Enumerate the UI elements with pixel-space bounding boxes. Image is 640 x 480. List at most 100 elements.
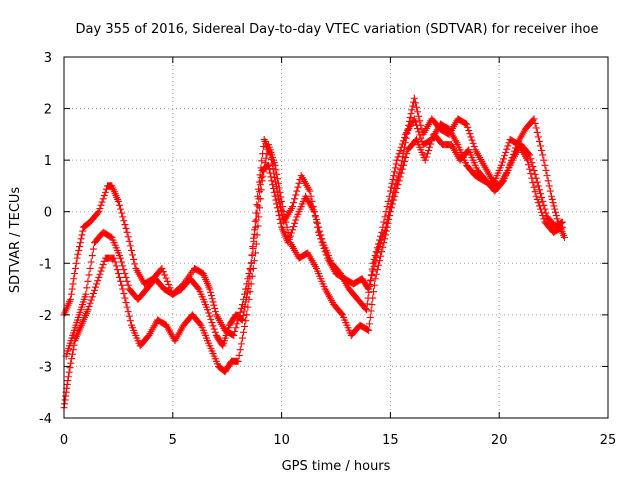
data-point-marker bbox=[402, 154, 410, 162]
data-point-marker bbox=[533, 195, 541, 203]
data-point-marker bbox=[118, 258, 126, 266]
data-point-marker bbox=[265, 165, 273, 173]
data-point-marker bbox=[413, 121, 421, 129]
data-point-marker bbox=[537, 205, 545, 213]
data-point-marker bbox=[395, 177, 403, 185]
data-point-marker bbox=[258, 157, 266, 165]
data-point-marker bbox=[411, 118, 419, 126]
data-point-marker bbox=[124, 308, 132, 316]
data-point-marker bbox=[398, 140, 406, 148]
data-point-marker bbox=[235, 351, 243, 359]
data-point-marker bbox=[274, 208, 282, 216]
y-tick-label: 2 bbox=[44, 103, 52, 118]
data-point-marker bbox=[70, 341, 78, 349]
data-point-marker bbox=[362, 306, 370, 314]
data-point-marker bbox=[78, 231, 86, 239]
data-point-marker bbox=[557, 224, 565, 232]
data-point-marker bbox=[68, 285, 76, 293]
data-point-marker bbox=[311, 212, 319, 220]
data-point-marker bbox=[76, 243, 84, 251]
x-tick-label: 20 bbox=[491, 433, 508, 448]
data-point-marker bbox=[534, 182, 542, 190]
data-point-marker bbox=[125, 237, 133, 245]
data-point-marker bbox=[531, 188, 539, 196]
data-point-marker bbox=[548, 195, 556, 203]
data-point-marker bbox=[93, 280, 101, 288]
data-point-marker bbox=[88, 252, 96, 260]
data-point-marker bbox=[276, 215, 284, 223]
data-point-marker bbox=[159, 268, 167, 276]
data-point-marker bbox=[99, 195, 107, 203]
data-point-marker bbox=[254, 202, 262, 210]
data-point-marker bbox=[361, 304, 369, 312]
data-point-marker bbox=[268, 177, 276, 185]
data-point-marker bbox=[277, 193, 285, 201]
data-point-marker bbox=[208, 295, 216, 303]
data-point-marker bbox=[376, 236, 384, 244]
data-point-marker bbox=[271, 161, 279, 169]
data-point-marker bbox=[285, 235, 293, 243]
data-point-marker bbox=[392, 188, 400, 196]
data-point-marker bbox=[543, 172, 551, 180]
data-point-marker bbox=[67, 295, 75, 303]
data-point-marker bbox=[269, 181, 277, 189]
data-point-marker bbox=[207, 288, 215, 296]
data-point-marker bbox=[252, 216, 260, 224]
data-point-marker bbox=[71, 270, 79, 278]
data-point-marker bbox=[526, 151, 534, 159]
data-point-marker bbox=[97, 267, 105, 275]
data-point-marker bbox=[117, 254, 125, 262]
data-point-marker bbox=[251, 223, 259, 231]
data-point-marker bbox=[535, 186, 543, 194]
data-point-marker bbox=[501, 152, 509, 160]
data-point-marker bbox=[465, 126, 473, 134]
data-point-marker bbox=[380, 239, 388, 247]
data-point-marker bbox=[274, 175, 282, 183]
data-point-marker bbox=[204, 306, 212, 314]
data-point-marker bbox=[312, 215, 320, 223]
data-point-marker bbox=[382, 227, 390, 235]
data-point-marker bbox=[410, 115, 418, 123]
data-point-marker bbox=[243, 293, 251, 301]
data-point-marker bbox=[369, 259, 377, 267]
data-point-marker bbox=[403, 150, 411, 158]
data-point-marker bbox=[528, 174, 536, 182]
data-point-marker bbox=[316, 227, 324, 235]
data-point-marker bbox=[538, 146, 546, 154]
data-point-marker bbox=[211, 304, 219, 312]
data-point-marker bbox=[398, 165, 406, 173]
data-point-marker bbox=[98, 198, 106, 206]
data-point-marker bbox=[248, 252, 256, 260]
data-point-marker bbox=[466, 130, 474, 138]
data-point-marker bbox=[394, 153, 402, 161]
data-point-marker bbox=[238, 334, 246, 342]
data-point-marker bbox=[68, 350, 76, 358]
data-point-marker bbox=[539, 151, 547, 159]
data-point-marker bbox=[540, 201, 548, 209]
data-point-marker bbox=[394, 181, 402, 189]
data-point-marker bbox=[270, 188, 278, 196]
data-point-marker bbox=[114, 197, 122, 205]
data-point-marker bbox=[123, 228, 131, 236]
data-point-marker bbox=[117, 205, 125, 213]
data-point-marker bbox=[244, 303, 252, 311]
data-point-marker bbox=[290, 223, 298, 231]
data-point-marker bbox=[389, 200, 397, 208]
data-point-marker bbox=[244, 284, 252, 292]
data-point-marker bbox=[79, 227, 87, 235]
data-point-marker bbox=[75, 246, 83, 254]
data-point-marker bbox=[399, 137, 407, 145]
data-point-marker bbox=[165, 281, 173, 289]
data-point-marker bbox=[534, 133, 542, 141]
data-point-marker bbox=[243, 311, 251, 319]
data-point-marker bbox=[503, 145, 511, 153]
data-point-marker bbox=[421, 156, 429, 164]
data-point-marker bbox=[368, 265, 376, 273]
data-point-marker bbox=[533, 178, 541, 186]
data-point-marker bbox=[284, 239, 292, 247]
data-point-marker bbox=[99, 261, 107, 269]
data-point-marker bbox=[210, 325, 218, 333]
data-point-marker bbox=[391, 164, 399, 172]
data-point-marker bbox=[367, 307, 375, 315]
